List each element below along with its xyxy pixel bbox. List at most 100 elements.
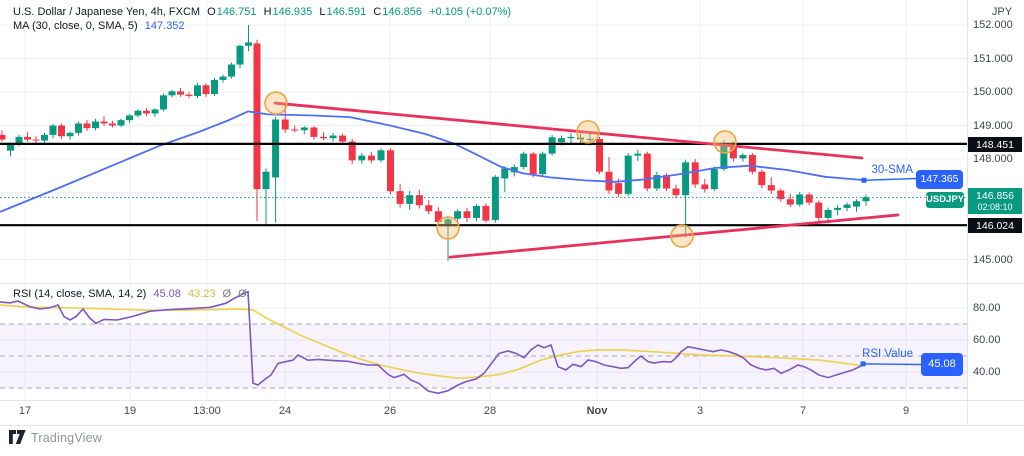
candle [24,136,31,140]
symbol-legend[interactable]: U.S. Dollar / Japanese Yen, 4h, FXCM O14… [13,6,515,18]
rsi-tick: 80.00 [973,302,1001,314]
time-tick: 3 [696,405,704,417]
sma-price-badge: 147.365 [916,170,963,189]
candle [691,162,699,185]
candle [425,205,433,212]
candle [168,91,176,96]
candle [387,150,394,192]
candle [767,185,775,191]
candle [202,85,210,95]
layer-trend [273,101,900,259]
rsi-toggle-icon[interactable]: Ø [222,288,232,300]
rsi-label[interactable]: RSI (14, close, SMA, 14, 2) [13,288,147,300]
candle [41,134,48,141]
candle [92,121,99,129]
price-tick: 151.000 [973,52,1013,65]
candle [824,209,832,218]
close-value: 146.856 [382,6,423,18]
candle [253,43,261,190]
candle [185,94,193,97]
highlight-circle[interactable] [436,216,460,240]
sma-annotation-label[interactable]: 30-SMA [871,164,913,176]
candle [281,119,289,130]
candle [539,153,547,175]
candle [853,201,860,207]
time-tick: 17 [18,405,32,417]
candle [663,175,670,189]
candle [501,168,509,179]
rsi-toggle-icon[interactable]: Ø [238,288,247,300]
candle [510,167,518,173]
candle [463,211,471,218]
candle [643,153,651,189]
high-value: 146.935 [272,6,313,18]
candle [211,79,218,95]
trendline[interactable] [273,101,864,160]
candle [228,64,235,77]
candle [32,139,40,141]
ma-legend[interactable]: MA (30, close, 0, SMA, 5) 147.352 [13,20,189,32]
price-tick: 150.000 [973,86,1013,98]
time-tick: 24 [278,405,292,417]
candle [194,85,201,97]
support-price-label: 146.024 [968,217,1022,234]
candle [634,153,642,156]
trendline[interactable] [448,213,900,259]
candle [151,109,159,114]
rsi-value: 45.08 [153,288,181,300]
candle [143,110,150,114]
candle [160,95,167,110]
layer-levels [0,142,967,227]
candle [320,136,327,139]
candle [473,205,480,218]
highlight-circle[interactable] [264,91,288,115]
rsi-legend[interactable]: RSI (14, close, SMA, 14, 2) 45.08 43.23 … [13,288,251,300]
price-axis-currency[interactable]: JPY [991,6,1013,18]
time-tick: 9 [902,405,910,417]
candle [126,115,133,121]
candle [444,219,452,225]
candle [624,155,632,194]
candle [434,211,442,222]
rsi-value-badge: 45.08 [921,353,963,376]
low-value: 146.591 [326,6,367,18]
candle [586,138,594,141]
tradingview-attribution[interactable]: TradingView [9,430,102,445]
price-tick: 149.000 [973,119,1013,132]
candle [805,194,813,203]
close-label: C [373,6,382,18]
candle [367,155,375,161]
highlight-circle[interactable] [670,224,694,248]
candle [339,135,347,142]
candle [291,129,299,131]
candle [682,162,690,196]
candle [653,175,661,189]
ma-label[interactable]: MA (30, close, 0, SMA, 5) [13,20,138,32]
symbol-title[interactable]: U.S. Dollar / Japanese Yen, 4h, FXCM [13,6,201,18]
rsi-annotation-label[interactable]: RSI Value [862,348,913,360]
candle [177,91,184,95]
highlight-circle[interactable] [576,120,600,144]
candle [758,171,766,186]
candle [49,125,57,135]
resistance-price-label: 148.451 [968,136,1022,152]
candle [109,123,116,126]
candle [300,127,308,131]
candle [729,143,737,159]
rsi-tick: 40.00 [973,366,1001,378]
candle [7,143,14,151]
highlight-circle[interactable] [713,130,737,154]
candle [358,155,366,161]
candle [245,42,252,46]
layer-ma [0,110,865,213]
time-tick: Nov [586,405,608,417]
candle [100,121,108,124]
candle [491,176,499,220]
candle [672,188,680,196]
candle [75,123,82,133]
candle [786,199,794,205]
candle [329,135,337,139]
price-tick: 152.000 [973,19,1013,31]
